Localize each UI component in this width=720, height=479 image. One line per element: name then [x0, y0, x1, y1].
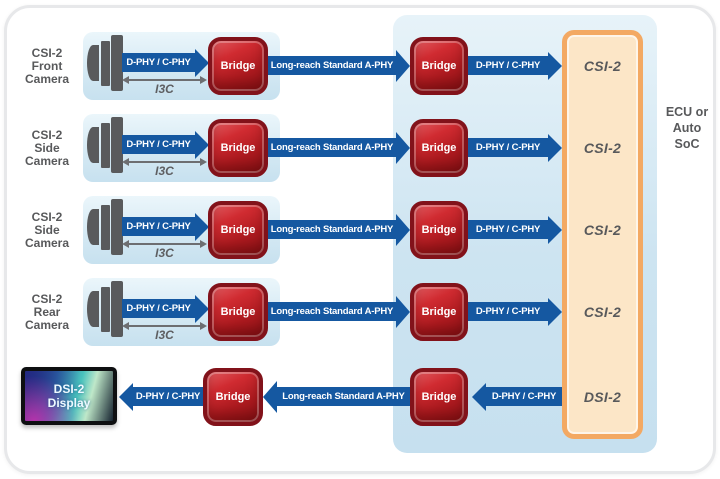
long-reach-aphy-arrow: Long-reach Standard A-PHY — [268, 302, 396, 321]
camera-icon — [87, 127, 99, 163]
dphy-cphy-arrow: D-PHY / C-PHY — [122, 53, 195, 72]
dphy-cphy-arrow: D-PHY / C-PHY — [486, 387, 562, 406]
i3c-double-arrow-icon — [122, 157, 207, 166]
camera-icon — [111, 199, 123, 255]
csi2-port-label: CSI-2 — [583, 222, 622, 238]
camera-icon — [87, 291, 99, 327]
dsi2-port-label: DSI-2 — [583, 389, 622, 405]
bridge-chip: Bridge — [208, 37, 268, 95]
arrow-head-icon — [119, 383, 133, 411]
arrow-head-icon — [396, 214, 410, 246]
i3c-label: I3C — [155, 246, 174, 260]
arrow-head-icon — [548, 298, 562, 326]
row-label: CSI-2 Rear Camera — [24, 291, 70, 332]
csi2-port-label: CSI-2 — [583, 140, 622, 156]
csi2-port-label: CSI-2 — [583, 58, 622, 74]
i3c-double-arrow-icon — [122, 239, 207, 248]
camera-row-side-2: CSI-2 Side Camera D-PHY / C-PHY I3C Brid… — [0, 196, 720, 264]
long-reach-aphy-arrow: Long-reach Standard A-PHY — [268, 220, 396, 239]
camera-icon — [111, 35, 123, 91]
camera-row-front: CSI-2 Front Camera D-PHY / C-PHY I3C Bri… — [0, 32, 720, 100]
camera-icon — [111, 117, 123, 173]
row-label: CSI-2 Front Camera — [24, 45, 70, 86]
camera-icon — [101, 41, 110, 86]
i3c-label: I3C — [155, 328, 174, 342]
camera-icon — [87, 209, 99, 245]
i3c-double-arrow-icon — [122, 321, 207, 330]
i3c-label: I3C — [155, 82, 174, 96]
arrow-head-icon — [548, 216, 562, 244]
camera-icon — [87, 45, 99, 81]
row-label: CSI-2 Side Camera — [24, 209, 70, 250]
arrow-head-icon — [396, 132, 410, 164]
arrow-head-icon — [195, 49, 209, 77]
dphy-cphy-arrow: D-PHY / C-PHY — [468, 220, 548, 239]
dphy-cphy-arrow: D-PHY / C-PHY — [468, 56, 548, 75]
i3c-label: I3C — [155, 164, 174, 178]
bridge-chip: Bridge — [208, 201, 268, 259]
arrow-head-icon — [195, 295, 209, 323]
camera-icon — [101, 123, 110, 168]
arrow-head-icon — [548, 134, 562, 162]
bridge-chip: Bridge — [208, 119, 268, 177]
display-row: DSI-2 Display D-PHY / C-PHY Bridge Long-… — [0, 363, 720, 431]
bridge-chip: Bridge — [410, 283, 468, 341]
soc-port-column — [562, 30, 643, 439]
arrow-head-icon — [396, 50, 410, 82]
long-reach-aphy-arrow: Long-reach Standard A-PHY — [268, 56, 396, 75]
bridge-chip: Bridge — [208, 283, 268, 341]
i3c-double-arrow-icon — [122, 75, 207, 84]
dphy-cphy-arrow: D-PHY / C-PHY — [468, 302, 548, 321]
dsi2-display-icon: DSI-2 Display — [21, 367, 117, 425]
bridge-chip: Bridge — [410, 201, 468, 259]
camera-icon — [101, 205, 110, 250]
dphy-cphy-arrow: D-PHY / C-PHY — [468, 138, 548, 157]
row-label: CSI-2 Side Camera — [24, 127, 70, 168]
bridge-chip: Bridge — [203, 368, 263, 426]
csi2-port-label: CSI-2 — [583, 304, 622, 320]
bridge-chip: Bridge — [410, 368, 468, 426]
arrow-head-icon — [195, 131, 209, 159]
camera-row-rear: CSI-2 Rear Camera D-PHY / C-PHY I3C Brid… — [0, 278, 720, 346]
camera-row-side-1: CSI-2 Side Camera D-PHY / C-PHY I3C Brid… — [0, 114, 720, 182]
dphy-cphy-arrow: D-PHY / C-PHY — [122, 299, 195, 318]
arrow-head-icon — [263, 381, 277, 413]
dphy-cphy-arrow: D-PHY / C-PHY — [122, 135, 195, 154]
arrow-head-icon — [472, 383, 486, 411]
dphy-cphy-arrow: D-PHY / C-PHY — [133, 387, 203, 406]
arrow-head-icon — [195, 213, 209, 241]
dphy-cphy-arrow: D-PHY / C-PHY — [122, 217, 195, 236]
ecu-label: ECU or Auto SoC — [665, 105, 709, 151]
long-reach-aphy-arrow: Long-reach Standard A-PHY — [277, 387, 410, 406]
arrow-head-icon — [396, 296, 410, 328]
camera-icon — [111, 281, 123, 337]
long-reach-aphy-arrow: Long-reach Standard A-PHY — [268, 138, 396, 157]
bridge-chip: Bridge — [410, 119, 468, 177]
arrow-head-icon — [548, 52, 562, 80]
camera-icon — [101, 287, 110, 332]
bridge-chip: Bridge — [410, 37, 468, 95]
